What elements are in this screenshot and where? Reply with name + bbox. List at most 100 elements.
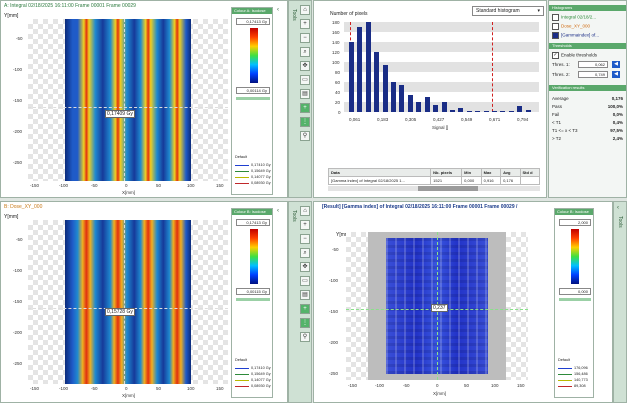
result-row: T1 <= x < T3 97,5%: [552, 128, 623, 133]
scale-slider[interactable]: [236, 97, 270, 100]
home-icon[interactable]: ⌂: [300, 5, 310, 15]
profile-icon[interactable]: ▭: [300, 75, 310, 85]
scale-max-field[interactable]: 2,000: [559, 219, 591, 226]
checkbox[interactable]: [552, 14, 559, 21]
col-header[interactable]: Std d: [519, 168, 541, 177]
panel-b-heatmap[interactable]: [28, 220, 228, 384]
zoom-region-icon[interactable]: ⌕: [300, 248, 310, 258]
scale-max-field[interactable]: 0,17413 Gy: [236, 18, 270, 25]
x-tick: 0,061: [349, 117, 361, 122]
zoom-out-icon[interactable]: −: [300, 33, 310, 43]
checkbox[interactable]: ✓: [552, 52, 559, 59]
isodose-row[interactable]: 0,15649 Gy: [235, 169, 271, 173]
zoom-in-icon[interactable]: +: [300, 220, 310, 230]
scale-slider[interactable]: [236, 298, 270, 301]
isodose-row[interactable]: 0,14077 Gy: [235, 378, 271, 382]
color-gradient-bar[interactable]: [571, 229, 579, 284]
histogram-bar: [475, 111, 481, 112]
histogram-item[interactable]: Integral 02/18/2...: [552, 14, 623, 21]
panel-a-y-unit: Y[mm]: [4, 13, 19, 19]
enable-thresholds[interactable]: ✓ Enable thresholds: [552, 52, 623, 59]
checkbox[interactable]: [552, 23, 559, 30]
col-header[interactable]: Max: [480, 168, 502, 177]
histogram-item[interactable]: Dose_XY_000: [552, 23, 623, 30]
zoom-region-icon[interactable]: ⌕: [300, 47, 310, 57]
color-scale-title: Colour A: Isodose: [232, 8, 272, 14]
checkbox[interactable]: [552, 32, 559, 39]
profile-icon[interactable]: ▭: [300, 276, 310, 286]
cell: [Gamma index] of Integral 02/18/2025 1..…: [327, 176, 432, 185]
scrollbar-thumb[interactable]: [418, 186, 478, 191]
scale-max-field[interactable]: 0,17413 Gy: [236, 219, 270, 226]
x-tick: 100: [491, 383, 499, 388]
panel-a-heatmap[interactable]: [28, 19, 228, 181]
histogram-item[interactable]: [Gammaindex] of...: [552, 32, 623, 39]
ruler-icon[interactable]: ▤: [300, 290, 310, 300]
table-scrollbar[interactable]: [328, 186, 540, 191]
thres2-input[interactable]: 0,749: [578, 71, 608, 78]
col-header[interactable]: Data: [327, 168, 432, 177]
histogram-bar: [483, 111, 489, 112]
scale-slider[interactable]: [559, 298, 591, 301]
histogram-bar: [500, 111, 506, 112]
collapse-arrow-icon[interactable]: ‹: [277, 208, 279, 214]
isodose-row[interactable]: 0,08930 Gy: [235, 384, 271, 388]
isodose-row[interactable]: 0,17410 Gy: [235, 366, 271, 370]
isodose-value: 0,15649 Gy: [251, 372, 271, 376]
search-icon[interactable]: ⚲: [300, 332, 310, 342]
ruler-icon[interactable]: ▤: [300, 89, 310, 99]
threshold-line-t1[interactable]: [492, 22, 493, 112]
isodose-row[interactable]: 0,08930 Gy: [235, 181, 271, 185]
pan-icon[interactable]: ✥: [300, 262, 310, 272]
search-icon[interactable]: ⚲: [300, 131, 310, 141]
default-label: Default: [558, 358, 571, 362]
isodose-value: 0,17410 Gy: [251, 163, 271, 167]
isodose-row[interactable]: 0,15649 Gy: [235, 372, 271, 376]
table-row[interactable]: [Gamma index] of Integral 02/18/2025 1..…: [327, 176, 541, 185]
histogram-plot[interactable]: [344, 22, 539, 112]
result-value: 97,5%: [610, 128, 623, 133]
crosshair-icon[interactable]: +: [300, 304, 310, 314]
isodose-row[interactable]: 0,14077 Gy: [235, 175, 271, 179]
zoom-out-icon[interactable]: −: [300, 234, 310, 244]
color-gradient-bar[interactable]: [250, 28, 258, 83]
y-tick: 180: [332, 20, 340, 25]
collapse-arrow-icon[interactable]: ‹: [617, 205, 619, 211]
scale-min-field[interactable]: 0,000: [559, 288, 591, 295]
scale-min-field[interactable]: 0,00114 Gy: [236, 87, 270, 94]
histogram-bar: [466, 110, 472, 112]
home-icon[interactable]: ⌂: [300, 206, 310, 216]
y-tick: 140: [332, 40, 340, 45]
isodose-row[interactable]: 0,17410 Gy: [235, 163, 271, 167]
x-tick: 150: [216, 386, 224, 391]
y-tick: -250: [329, 371, 339, 376]
color-gradient-bar[interactable]: [250, 229, 258, 284]
result-row: > T2 2,4%: [552, 136, 623, 141]
reset-icon[interactable]: ◀: [612, 71, 620, 78]
marker-icon[interactable]: ⋮: [300, 318, 310, 328]
zoom-in-icon[interactable]: +: [300, 19, 310, 29]
histogram-y-title: Number of pixels: [330, 11, 368, 17]
result-value: 0,176: [611, 96, 623, 101]
isodose-row[interactable]: 140,773: [558, 378, 588, 382]
isodose-row[interactable]: 89,308: [558, 384, 586, 388]
result-label: Fail: [552, 112, 560, 117]
thres1-input[interactable]: 0,062: [578, 61, 608, 68]
histogram-bar: [374, 52, 380, 112]
thres2-label: Thres. 2:: [552, 72, 570, 77]
pan-icon[interactable]: ✥: [300, 61, 310, 71]
isodose-row[interactable]: 176,096: [558, 366, 588, 370]
reset-icon[interactable]: ◀: [612, 61, 620, 68]
histogram-bar: [491, 111, 497, 112]
col-header[interactable]: Nb. pixels: [430, 168, 463, 177]
col-header[interactable]: Min: [461, 168, 482, 177]
histogram-mode-select[interactable]: Standard histogram ▾: [472, 6, 544, 16]
marker-icon[interactable]: ⋮: [300, 117, 310, 127]
x-axis-label: X[mm]: [122, 393, 135, 398]
scale-min-field[interactable]: 0,00115 Gy: [236, 288, 270, 295]
collapse-arrow-icon[interactable]: ‹: [277, 7, 279, 13]
col-header[interactable]: Avg: [500, 168, 521, 177]
x-tick: 100: [187, 183, 195, 188]
crosshair-icon[interactable]: +: [300, 103, 310, 113]
isodose-row[interactable]: 156,486: [558, 372, 588, 376]
